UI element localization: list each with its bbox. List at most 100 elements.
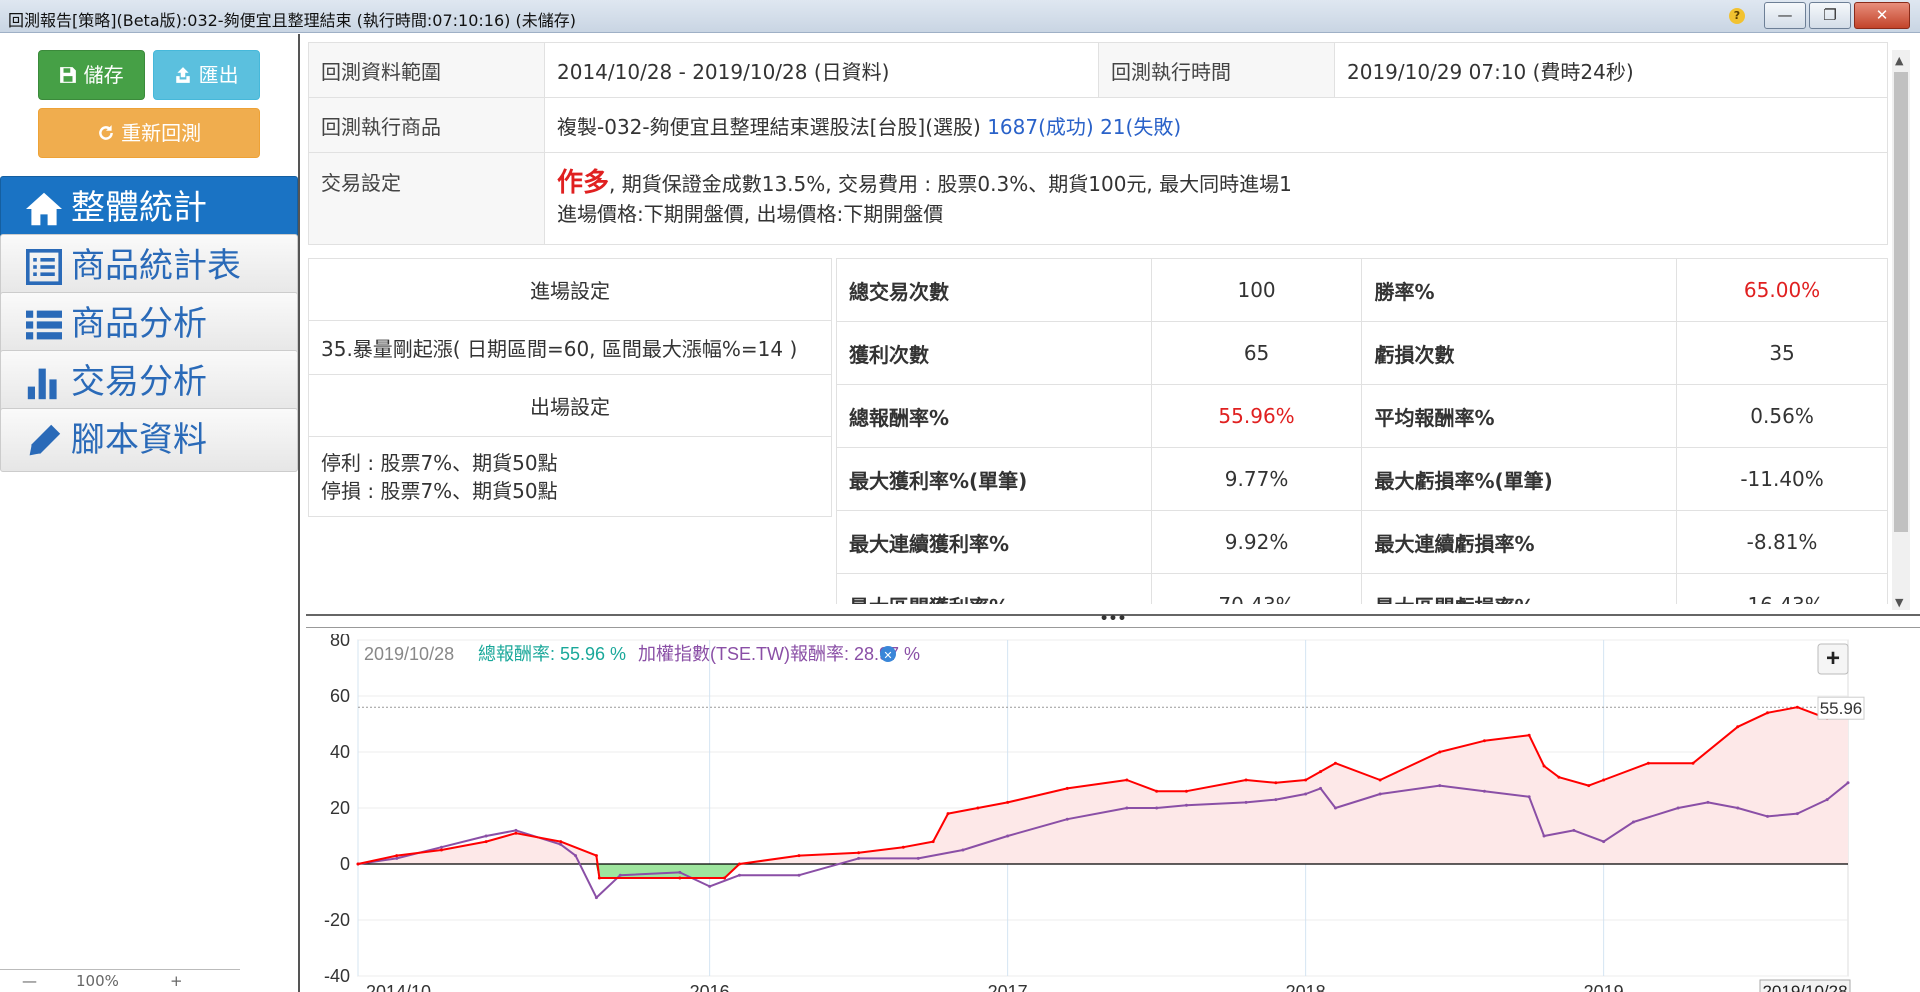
zoom-plus-button[interactable]	[1817, 643, 1849, 675]
benchmark-series-line-point	[1795, 812, 1799, 816]
zoom-in-button[interactable]: +	[170, 972, 183, 990]
stat-label: 勝率%	[1361, 258, 1678, 322]
y-tick-label: 0	[340, 854, 350, 874]
nav-label: 商品統計表	[71, 246, 241, 286]
help-icon[interactable]: ?	[1729, 8, 1745, 24]
home-icon	[26, 192, 62, 226]
stat-value: 9.92%	[1150, 510, 1363, 574]
strategy-series-line-point	[1736, 725, 1740, 729]
strategy-series-line-point	[678, 876, 682, 880]
title-bar: 回測報告[策略](Beta版):032-夠便宜且整理結束 (執行時間:07:10…	[0, 0, 1920, 33]
floppy-icon	[60, 67, 77, 83]
strategy-series-line-point	[1542, 764, 1546, 768]
benchmark-series-line-point	[1125, 806, 1129, 810]
benchmark-series-line-point	[1482, 789, 1486, 793]
strategy-series-line-point	[1482, 739, 1486, 743]
benchmark-series-line-point	[1825, 798, 1829, 802]
strategy-series-line-point	[1244, 778, 1248, 782]
strategy-series-line-point	[1587, 784, 1591, 788]
stats-row: 總交易次數 100 勝率% 65.00%	[836, 258, 1888, 322]
strategy-series-line-point	[976, 806, 980, 810]
benchmark-series-line-point	[1244, 800, 1248, 804]
export-icon	[176, 67, 191, 83]
nav-product-stats-table[interactable]: 商品統計表	[0, 234, 298, 298]
benchmark-series-line-point	[1065, 817, 1069, 821]
benchmark-series-line-point	[514, 828, 518, 832]
stat-label: 虧損次數	[1361, 321, 1678, 385]
strategy-series-line-point	[597, 876, 601, 880]
nav-label: 整體統計	[71, 188, 207, 228]
zoom-plus-glyph: +	[1826, 645, 1840, 672]
x-tick-label: 2014/10	[366, 982, 431, 992]
product-value: 複製-032-夠便宜且整理結束選股法[台股](選股) 1687(成功) 21(失…	[544, 97, 1888, 153]
zoom-out-button[interactable]: —	[22, 972, 37, 990]
list-alt-icon	[26, 249, 62, 285]
save-label: 儲存	[83, 63, 124, 87]
exec-time-label: 回測執行時間	[1098, 42, 1335, 98]
stats-table: 總交易次數 100 勝率% 65.00% 獲利次數 65 虧損次數 35 總報酬率% 55.96%…	[836, 258, 1888, 604]
stat-label: 總報酬率%	[836, 384, 1152, 448]
trade-line1: , 期貨保證金成數13.5%, 交易費用 : 股票0.3%、期貨100元, 最大…	[609, 172, 1292, 196]
strategy-series-line-point	[1378, 778, 1382, 782]
nav-label: 腳本資料	[71, 420, 207, 460]
zoom-bar: — 100% +	[0, 969, 240, 992]
benchmark-series-line-point	[1006, 834, 1010, 838]
legend-close-icon[interactable]	[880, 646, 896, 662]
strategy-series-line-point	[1766, 711, 1770, 715]
benchmark-series-line-point	[1736, 806, 1740, 810]
main-panel: 回測資料範圍 2014/10/28 - 2019/10/28 (日資料) 回測執…	[302, 34, 1920, 992]
strategy-series-line-point	[1319, 770, 1323, 774]
nav-script-data[interactable]: 腳本資料	[0, 408, 298, 472]
strategy-series-line-point	[931, 840, 935, 844]
restore-button[interactable]: ❐	[1809, 2, 1851, 29]
product-fail-link[interactable]: 21(失敗)	[1100, 114, 1182, 139]
x-tick-label: 2018	[1286, 982, 1326, 992]
y-tick-label: 40	[330, 742, 350, 762]
cursor-date-label: 2019/10/28	[1762, 982, 1847, 992]
product-success-link[interactable]: 1687(成功)	[987, 114, 1094, 139]
stats-table-container[interactable]: 總交易次數 100 勝率% 65.00% 獲利次數 65 虧損次數 35 總報酬率% 55.96%…	[836, 258, 1888, 604]
window-title: 回測報告[策略](Beta版):032-夠便宜且整理結束 (執行時間:07:10…	[8, 11, 576, 30]
export-button[interactable]: 匯出	[153, 50, 260, 100]
stat-value: 65.00%	[1676, 258, 1888, 322]
nav-label: 交易分析	[71, 362, 207, 402]
save-button[interactable]: 儲存	[38, 50, 145, 100]
stat-label: 最大獲利率%(單筆)	[836, 447, 1152, 511]
strategy-series-line-point	[439, 848, 443, 852]
rerun-button[interactable]: 重新回測	[38, 108, 260, 158]
benchmark-series-line-point	[1155, 806, 1159, 810]
strategy-series-line-point	[356, 862, 360, 866]
minimize-button[interactable]: —	[1764, 2, 1806, 29]
benchmark-series-line-point	[1766, 814, 1770, 818]
vertical-scrollbar[interactable]: ▲ ▼	[1892, 50, 1910, 610]
benchmark-series-line-point	[594, 896, 598, 900]
close-button[interactable]: ✕	[1854, 2, 1910, 29]
strategy-series-line-point	[559, 840, 563, 844]
scroll-up-icon[interactable]: ▲	[1895, 54, 1904, 67]
return-chart[interactable]: 80 60 40 20 0 -20 -40 2014/10 2016 2017 2018 2019 20…	[310, 634, 1920, 992]
pencil-icon	[29, 424, 61, 456]
refresh-icon	[98, 125, 113, 140]
y-tick-label: -20	[324, 910, 350, 930]
nav-product-analysis[interactable]: 商品分析	[0, 292, 298, 356]
benchmark-series-line-point	[439, 845, 443, 849]
stat-label: 最大區間獲利率%	[836, 573, 1152, 604]
strategy-series-line	[357, 706, 1849, 879]
benchmark-series-line-point	[1676, 806, 1680, 810]
legend-date: 2019/10/28	[364, 644, 454, 664]
scroll-down-icon[interactable]: ▼	[1895, 596, 1904, 609]
x-tick-label: 2016	[690, 982, 730, 992]
benchmark-series-line-point	[857, 856, 861, 860]
nav-trade-analysis[interactable]: 交易分析	[0, 350, 298, 414]
stat-label: 最大連續獲利率%	[836, 510, 1152, 574]
strategy-series-line-point	[946, 812, 950, 816]
stat-label: 最大虧損率%(單筆)	[1361, 447, 1678, 511]
exit-header: 出場設定	[308, 374, 832, 437]
exit-line1: 停利 : 股票7%、期貨50點	[321, 450, 558, 475]
entry-value: 35.暴量剛起漲( 日期區間=60, 區間最大漲幅%=14 )	[308, 320, 832, 375]
panel-splitter[interactable]: •••	[306, 612, 1920, 628]
nav-overall-stats[interactable]: 整體統計	[0, 176, 298, 240]
x-tick-label: 2019	[1584, 982, 1624, 992]
strategy-series-line-point	[1646, 761, 1650, 765]
scrollbar-thumb[interactable]	[1894, 72, 1908, 532]
